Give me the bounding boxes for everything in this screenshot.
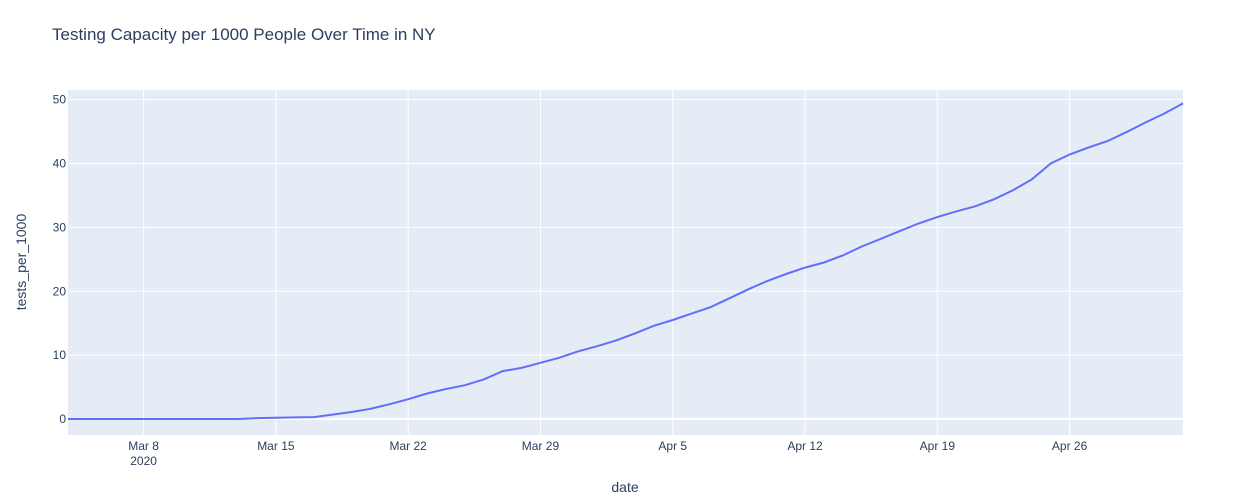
y-axis-label: tests_per_1000: [13, 214, 29, 311]
x-tick-label: Apr 5: [658, 439, 687, 453]
plot-area: [68, 90, 1183, 435]
series-line: [68, 102, 1184, 420]
y-tick-label: 0: [59, 412, 66, 426]
x-tick-label: Mar 22: [389, 439, 427, 453]
y-tick-label: 10: [53, 348, 67, 362]
y-tick-label: 30: [53, 220, 67, 234]
x-gridlines: [143, 90, 1071, 435]
y-gridlines: [68, 99, 1183, 421]
x-tick-label: Apr 19: [920, 439, 956, 453]
y-tick-label: 40: [53, 156, 67, 170]
x-tick-label: Mar 29: [522, 439, 560, 453]
y-tick-label: 20: [53, 284, 67, 298]
x-tick-label: Mar 8: [128, 439, 159, 453]
chart-title: Testing Capacity per 1000 People Over Ti…: [52, 25, 436, 44]
x-tick-sublabel: 2020: [130, 454, 157, 468]
x-axis-label: date: [611, 479, 638, 495]
x-tick-label: Apr 12: [787, 439, 823, 453]
y-tick-label: 50: [53, 93, 67, 107]
x-tick-label: Mar 15: [257, 439, 295, 453]
y-axis-ticks: 0 10 20 30 40 50: [53, 93, 67, 426]
x-tick-label: Apr 26: [1052, 439, 1088, 453]
